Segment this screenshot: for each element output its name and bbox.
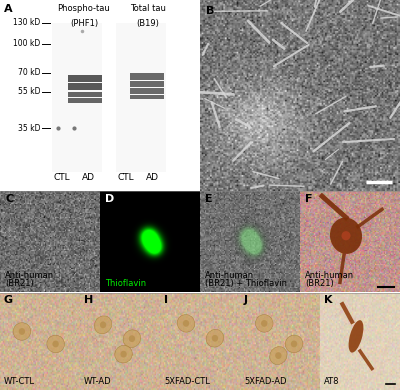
Text: WT-AD: WT-AD bbox=[84, 377, 112, 386]
Text: K: K bbox=[324, 296, 332, 305]
Ellipse shape bbox=[120, 351, 127, 358]
Bar bbox=[68, 92, 102, 98]
Ellipse shape bbox=[342, 231, 350, 240]
Bar bbox=[68, 75, 102, 82]
Ellipse shape bbox=[115, 345, 132, 363]
Bar bbox=[68, 83, 102, 90]
Text: G: G bbox=[4, 296, 13, 305]
Text: E: E bbox=[205, 194, 213, 204]
Text: (PHF1): (PHF1) bbox=[70, 19, 98, 28]
Bar bbox=[52, 23, 80, 172]
Text: F: F bbox=[305, 194, 312, 204]
Ellipse shape bbox=[330, 218, 362, 254]
Ellipse shape bbox=[261, 320, 268, 327]
Text: H: H bbox=[84, 296, 93, 305]
Bar bbox=[116, 23, 144, 172]
Text: 70 kD: 70 kD bbox=[18, 68, 40, 77]
Ellipse shape bbox=[212, 335, 218, 342]
Bar bbox=[130, 81, 164, 87]
Ellipse shape bbox=[47, 335, 64, 353]
Text: Phospho-tau: Phospho-tau bbox=[58, 4, 110, 13]
Ellipse shape bbox=[123, 330, 141, 347]
Ellipse shape bbox=[52, 340, 59, 347]
Text: 5XFAD-CTL: 5XFAD-CTL bbox=[164, 377, 210, 386]
Text: 35 kD: 35 kD bbox=[18, 124, 40, 133]
Text: Total tau: Total tau bbox=[130, 4, 166, 13]
Bar bbox=[130, 73, 164, 80]
Bar bbox=[130, 95, 164, 99]
Text: J: J bbox=[244, 296, 248, 305]
Bar bbox=[68, 98, 102, 103]
Text: CTL: CTL bbox=[118, 172, 134, 181]
Text: (BR21): (BR21) bbox=[5, 280, 34, 289]
Text: WT-CTL: WT-CTL bbox=[4, 377, 35, 386]
Text: A: A bbox=[4, 4, 13, 14]
Text: 130 kD: 130 kD bbox=[13, 18, 40, 27]
Ellipse shape bbox=[349, 320, 363, 353]
Ellipse shape bbox=[19, 328, 25, 335]
Text: 55 kD: 55 kD bbox=[18, 87, 40, 96]
Text: (BR21): (BR21) bbox=[305, 280, 334, 289]
Text: C: C bbox=[5, 194, 13, 204]
Text: 100 kD: 100 kD bbox=[13, 39, 40, 48]
Ellipse shape bbox=[256, 315, 273, 332]
Text: Anti-human: Anti-human bbox=[5, 271, 54, 280]
Ellipse shape bbox=[183, 320, 189, 327]
Bar bbox=[74, 23, 102, 172]
Text: AD: AD bbox=[82, 172, 94, 181]
Bar bbox=[130, 88, 164, 94]
Ellipse shape bbox=[13, 323, 31, 340]
Ellipse shape bbox=[177, 315, 195, 332]
Ellipse shape bbox=[94, 316, 112, 334]
Text: 5XFAD-AD: 5XFAD-AD bbox=[244, 377, 286, 386]
Text: CTL: CTL bbox=[54, 172, 70, 181]
Text: D: D bbox=[105, 194, 114, 204]
Text: AT8: AT8 bbox=[324, 377, 340, 386]
Ellipse shape bbox=[285, 335, 303, 353]
Ellipse shape bbox=[100, 321, 106, 328]
Ellipse shape bbox=[291, 340, 297, 347]
Ellipse shape bbox=[206, 330, 224, 347]
Text: I: I bbox=[164, 296, 168, 305]
Text: Anti-human: Anti-human bbox=[305, 271, 354, 280]
Bar bbox=[138, 23, 166, 172]
Text: Anti-human: Anti-human bbox=[205, 271, 254, 280]
Text: (B19): (B19) bbox=[136, 19, 160, 28]
Ellipse shape bbox=[129, 335, 135, 342]
Text: B: B bbox=[206, 6, 214, 16]
Text: AD: AD bbox=[146, 172, 158, 181]
Ellipse shape bbox=[275, 352, 282, 359]
Text: (BR21) + Thioflavin: (BR21) + Thioflavin bbox=[205, 280, 287, 289]
Text: Thioflavin: Thioflavin bbox=[105, 280, 146, 289]
Ellipse shape bbox=[270, 347, 287, 365]
